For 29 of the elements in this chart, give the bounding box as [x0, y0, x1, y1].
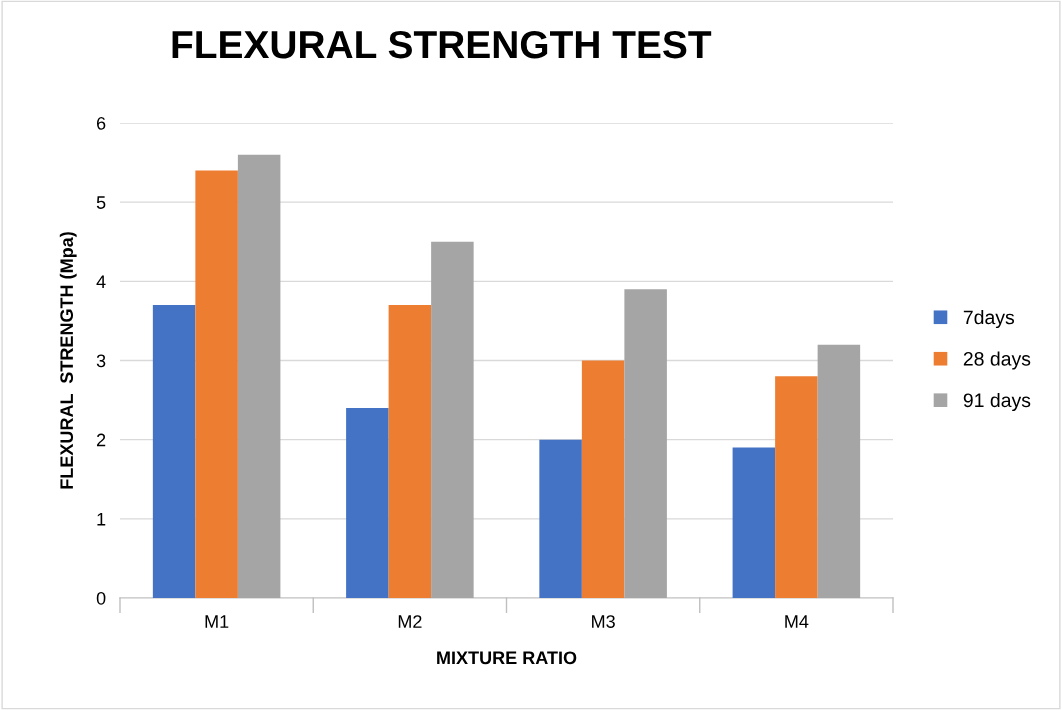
- y-tick-label: 3: [96, 354, 106, 368]
- bar: [539, 439, 582, 598]
- legend-label: 7days: [963, 309, 1015, 329]
- bar: [152, 305, 196, 598]
- y-tick-label: 2: [96, 433, 106, 447]
- legend-label: 28 days: [963, 351, 1031, 370]
- chart-title: FLEXURAL STRENGTH TEST: [172, 30, 712, 59]
- bar: [624, 289, 667, 598]
- bar: [388, 305, 432, 598]
- bar: [817, 344, 861, 598]
- bar: [431, 241, 474, 598]
- x-axis-title: MIXTURE RATIO: [437, 651, 577, 665]
- y-tick-label: 0: [96, 591, 106, 605]
- x-tick-label: M4: [785, 615, 809, 628]
- bar: [346, 408, 389, 598]
- y-tick-label: 5: [96, 196, 106, 209]
- bar: [775, 376, 818, 598]
- bar: [195, 170, 238, 598]
- bar: [237, 154, 281, 598]
- x-tick-label: M2: [398, 615, 422, 628]
- bar: [732, 447, 776, 598]
- y-tick-label: 1: [97, 512, 106, 526]
- legend-label: 91 days: [963, 392, 1031, 412]
- bar: [581, 360, 625, 598]
- y-axis-title: FLEXURAL STRENGTH (Mpa): [59, 232, 77, 489]
- x-tick-label: M1: [205, 615, 229, 628]
- y-tick-label: 6: [96, 116, 106, 130]
- x-tick-label: M3: [592, 615, 615, 628]
- y-tick-label: 4: [96, 275, 106, 288]
